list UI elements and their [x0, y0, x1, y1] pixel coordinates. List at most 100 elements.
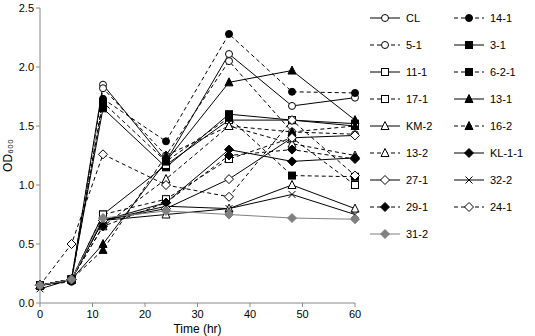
- point: [288, 157, 297, 166]
- y-tick-label: 2.0: [19, 61, 34, 73]
- point: [289, 134, 296, 141]
- legend-marker: [465, 122, 473, 130]
- x-tick-label: 0: [37, 308, 43, 320]
- y-tick: [36, 244, 40, 245]
- point: [36, 281, 45, 290]
- point: [163, 152, 170, 159]
- legend-marker: [381, 230, 390, 239]
- y-axis-title: OD₆₀₀: [1, 139, 15, 172]
- legend-marker: [382, 15, 389, 22]
- series-line: [40, 150, 355, 286]
- x-tick: [355, 303, 356, 307]
- legend: CL14-15-13-111-16-2-117-113-1KM-216-213-…: [370, 12, 523, 240]
- point: [37, 282, 44, 289]
- point: [288, 214, 297, 223]
- legend-label: 3-1: [490, 39, 506, 51]
- point: [163, 138, 170, 145]
- legend-marker: [465, 149, 474, 158]
- x-tick-label: 60: [349, 308, 361, 320]
- plot-area: [36, 30, 360, 292]
- point: [288, 145, 297, 154]
- series-line: [40, 34, 355, 285]
- x-axis-title: Time (hr): [173, 322, 221, 336]
- point: [289, 102, 296, 109]
- series-line: [40, 120, 355, 285]
- point: [37, 282, 44, 289]
- point: [225, 151, 234, 160]
- legend-label: 11-1: [406, 66, 427, 78]
- point: [225, 175, 234, 184]
- chart: 0.00.51.01.52.02.50102030405060Time (hr)…: [0, 0, 535, 336]
- x-tick: [250, 303, 251, 307]
- point: [68, 275, 76, 283]
- y-tick: [36, 126, 40, 127]
- point: [162, 206, 171, 215]
- x-tick-label: 50: [296, 308, 308, 320]
- legend-label: 14-1: [490, 12, 512, 24]
- point: [100, 85, 107, 92]
- legend-marker: [382, 69, 389, 76]
- legend-marker: [465, 203, 474, 212]
- point: [100, 99, 107, 106]
- legend-marker: [465, 95, 473, 103]
- legend-label: KL-1-1: [490, 147, 523, 159]
- legend-label: CL: [406, 12, 420, 24]
- point: [67, 275, 76, 284]
- legend-label: 27-1: [406, 174, 428, 186]
- y-tick: [36, 303, 40, 304]
- series-line: [40, 126, 355, 285]
- y-tick-label: 1.0: [19, 179, 34, 191]
- point: [288, 116, 297, 125]
- point: [36, 281, 45, 290]
- x-tick: [145, 303, 146, 307]
- point: [36, 281, 45, 290]
- point: [68, 275, 76, 283]
- x-tick-label: 40: [244, 308, 256, 320]
- point: [67, 240, 76, 249]
- legend-marker: [466, 42, 473, 49]
- point: [351, 204, 359, 212]
- y-tick: [36, 8, 40, 9]
- point: [288, 133, 297, 142]
- y-tick-label: 0.0: [19, 297, 34, 309]
- legend-label: 24-1: [490, 201, 512, 213]
- x-tick-label: 30: [191, 308, 203, 320]
- series-line: [40, 211, 355, 285]
- series-line: [40, 120, 355, 285]
- y-tick: [36, 67, 40, 68]
- series-line: [40, 135, 355, 285]
- legend-label: 13-2: [406, 147, 428, 159]
- legend-marker: [466, 69, 473, 76]
- y-tick-label: 1.5: [19, 120, 34, 132]
- point: [162, 181, 171, 190]
- point: [36, 281, 44, 289]
- point: [37, 282, 44, 289]
- point: [289, 88, 296, 95]
- point: [288, 66, 296, 74]
- point: [36, 281, 45, 290]
- point: [225, 122, 233, 130]
- point: [288, 181, 296, 189]
- point: [225, 192, 234, 201]
- point: [68, 275, 76, 283]
- legend-label: 32-2: [490, 174, 512, 186]
- legend-marker: [381, 203, 390, 212]
- legend-marker: [381, 176, 390, 185]
- legend-marker: [381, 149, 389, 157]
- x-tick-label: 10: [86, 308, 98, 320]
- point: [67, 275, 76, 284]
- legend-label: 6-2-1: [490, 66, 516, 78]
- point: [36, 281, 45, 290]
- point: [36, 281, 44, 289]
- point: [226, 51, 233, 58]
- point: [36, 281, 44, 289]
- series-line: [40, 138, 355, 285]
- series-line: [40, 71, 355, 286]
- point: [226, 30, 233, 37]
- legend-label: 5-1: [406, 39, 422, 51]
- legend-label: KM-2: [406, 120, 432, 132]
- point: [37, 282, 44, 289]
- legend-marker: [382, 42, 389, 49]
- series-line: [40, 102, 355, 285]
- series-line: [40, 194, 355, 288]
